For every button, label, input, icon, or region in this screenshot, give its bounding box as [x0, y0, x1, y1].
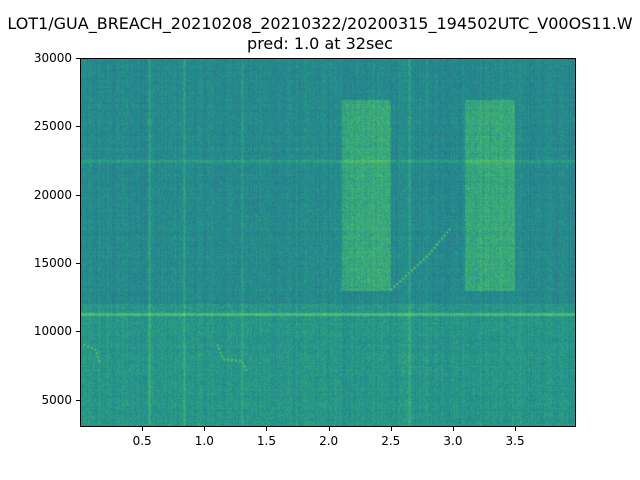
y-tick-label: 5000	[41, 392, 72, 407]
x-tick-mark	[266, 427, 268, 431]
x-tick-label: 3.5	[505, 434, 525, 448]
y-tick-label: 25000	[33, 119, 72, 134]
x-tick-label: 2.0	[319, 434, 339, 448]
y-tick-label: 30000	[33, 51, 72, 65]
spectrogram-heatmap	[81, 59, 575, 426]
x-tick-label: 1.0	[194, 434, 214, 448]
chart-title: LOT1/GUA_BREACH_20210208_20210322/202003…	[7, 14, 633, 33]
x-tick-label: 1.5	[256, 434, 276, 448]
x-tick-label: 0.5	[132, 434, 152, 448]
x-tick-mark	[142, 427, 144, 431]
y-tick-label: 10000	[33, 324, 72, 339]
chart-subtitle: pred: 1.0 at 32sec	[247, 34, 393, 53]
y-tick-label: 15000	[33, 256, 72, 270]
x-tick-mark	[328, 427, 330, 431]
x-tick-label: 2.5	[381, 434, 401, 448]
y-tick-label: 20000	[33, 187, 72, 202]
y-tick-mark	[76, 58, 80, 59]
plot-area	[80, 58, 576, 427]
y-tick-mark	[76, 399, 80, 401]
y-tick-mark	[76, 263, 80, 264]
y-tick-mark	[76, 194, 80, 196]
x-tick-mark	[452, 427, 454, 431]
y-tick-mark	[76, 126, 80, 128]
x-tick-mark	[390, 427, 392, 431]
x-tick-mark	[515, 427, 517, 431]
x-tick-mark	[204, 427, 206, 431]
y-tick-mark	[76, 331, 80, 333]
x-tick-label: 3.0	[443, 434, 463, 448]
